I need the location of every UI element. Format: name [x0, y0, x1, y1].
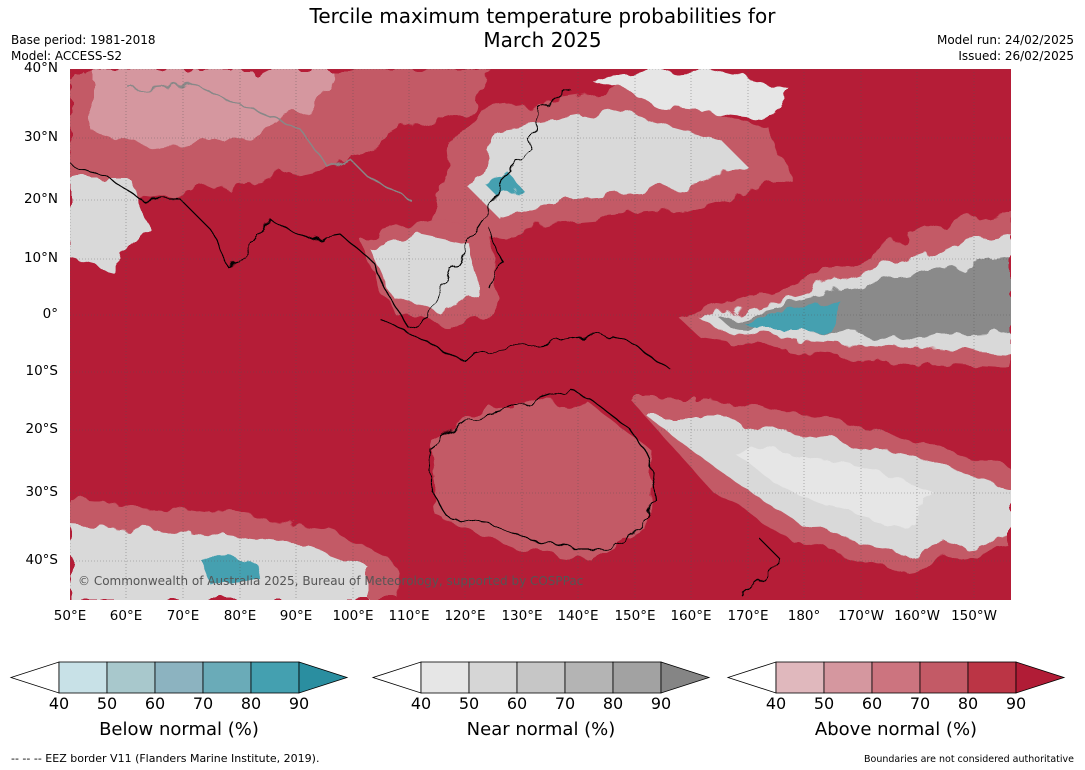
copyright-text: © Commonwealth of Australia 2025, Bureau… [78, 574, 583, 588]
model-run: Model run: 24/02/2025 [936, 33, 1074, 47]
colorbar-segment [516, 661, 566, 694]
colorbar-near-normal [371, 661, 711, 694]
lat-label: 10°S [25, 363, 59, 379]
colorbar-segment [250, 661, 300, 694]
colorbar-tick: 60 [861, 694, 883, 713]
lon-label: 160°E [670, 608, 712, 624]
lon-label: 70°E [166, 608, 200, 624]
lat-label: 30°N [23, 129, 58, 145]
colorbar-segment [823, 661, 873, 694]
lat-label: 40°N [23, 60, 58, 76]
colorbar-segment [967, 661, 1017, 694]
colorbar-tick: 40 [410, 694, 432, 713]
boundary-disclaimer: Boundaries are not considered authoritat… [864, 754, 1074, 765]
lon-label: 160°W [894, 608, 940, 624]
colorbar-tick: 40 [765, 694, 787, 713]
colorbar-tick: 50 [458, 694, 480, 713]
gridlines [70, 69, 1011, 600]
colorbar-tick: 60 [506, 694, 528, 713]
probability-map: © Commonwealth of Australia 2025, Bureau… [70, 69, 1011, 600]
colorbar-segment [58, 661, 108, 694]
colorbar-title: Near normal (%) [466, 719, 616, 740]
colorbar-above-normal [726, 661, 1066, 694]
colorbar-tick: 90 [650, 694, 672, 713]
lat-label: 10°N [23, 250, 58, 266]
colorbar-segment [871, 661, 921, 694]
meta-right: Model run: 24/02/2025 Issued: 26/02/2025 [937, 32, 1074, 64]
lon-label: 80°E [223, 608, 257, 624]
eez-legend: -- -- -- EEZ border V11 (Flanders Marine… [11, 752, 320, 765]
lon-label: 180° [787, 608, 821, 624]
colorbar-segment [106, 661, 156, 694]
colorbar-tick: 50 [813, 694, 835, 713]
colorbar-tick: 90 [1005, 694, 1027, 713]
colorbars [9, 661, 1066, 694]
colorbar-segment [202, 661, 252, 694]
lon-label: 170°W [838, 608, 884, 624]
base-period: Base period: 1981-2018 [11, 33, 156, 47]
colorbar-tick: 70 [192, 694, 214, 713]
lon-label: 170°E [727, 608, 769, 624]
lon-label: 110°E [388, 608, 430, 624]
colorbar-segment [154, 661, 204, 694]
lon-label: 130°E [501, 608, 543, 624]
lat-label: 20°S [25, 421, 59, 437]
colorbar-low-extend [371, 661, 422, 694]
colorbar-low-extend [9, 661, 60, 694]
lat-label: 30°S [25, 484, 59, 500]
lon-label: 120°E [444, 608, 486, 624]
title-line-1: Tercile maximum temperature probabilitie… [309, 4, 776, 28]
colorbar-low-extend [726, 661, 777, 694]
meta-left: Base period: 1981-2018 Model: ACCESS-S2 [11, 32, 156, 64]
lon-label: 150°E [614, 608, 656, 624]
colorbar-high-extend [298, 661, 349, 694]
lon-label: 60°E [109, 608, 143, 624]
colorbar-tick: 50 [96, 694, 118, 713]
colorbar-segment [420, 661, 470, 694]
colorbar-segment [775, 661, 825, 694]
colorbar-segment [468, 661, 518, 694]
model-name: Model: ACCESS-S2 [11, 49, 123, 63]
colorbar-segment [919, 661, 969, 694]
colorbar-high-extend [660, 661, 711, 694]
colorbar-tick: 80 [602, 694, 624, 713]
issued-date: Issued: 26/02/2025 [958, 49, 1074, 63]
colorbar-tick: 60 [144, 694, 166, 713]
lon-label: 100°E [332, 608, 374, 624]
colorbar-tick: 70 [554, 694, 576, 713]
lat-label: 40°S [25, 552, 59, 568]
lat-label: 0° [42, 306, 58, 322]
lat-label: 20°N [23, 191, 58, 207]
colorbar-tick: 80 [957, 694, 979, 713]
lon-label: 50°E [53, 608, 87, 624]
colorbar-title: Above normal (%) [814, 719, 978, 740]
colorbar-segment [564, 661, 614, 694]
colorbar-high-extend [1015, 661, 1066, 694]
colorbar-tick: 40 [48, 694, 70, 713]
lon-label: 90°E [279, 608, 313, 624]
country-borders [129, 83, 411, 200]
colorbar-title: Below normal (%) [99, 719, 259, 740]
colorbar-tick: 80 [240, 694, 262, 713]
colorbar-below-normal [9, 661, 349, 694]
colorbar-segment [612, 661, 662, 694]
lon-label: 150°W [951, 608, 997, 624]
title-line-2: March 2025 [483, 28, 602, 52]
map-title: Tercile maximum temperature probabilitie… [0, 4, 1085, 52]
colorbar-tick: 70 [909, 694, 931, 713]
lon-label: 140°E [557, 608, 599, 624]
colorbar-tick: 90 [288, 694, 310, 713]
